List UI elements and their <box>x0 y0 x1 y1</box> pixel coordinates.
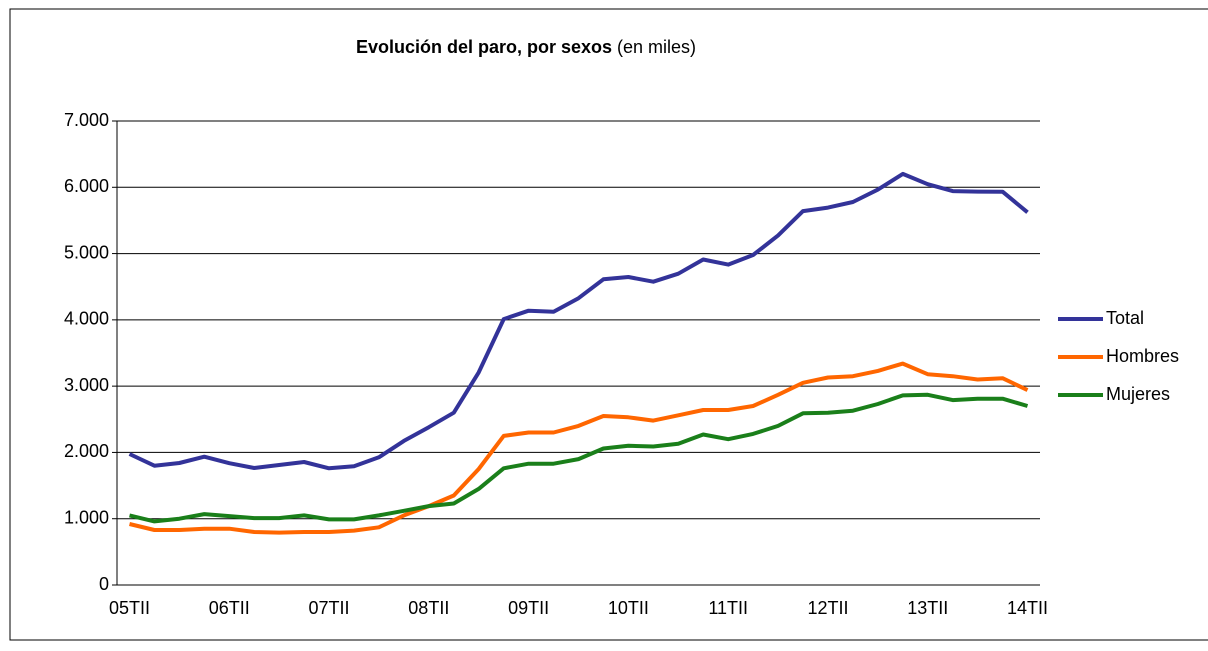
y-tick-label: 0 <box>99 574 109 594</box>
y-tick-label: 1.000 <box>64 507 109 527</box>
y-tick-label: 7.000 <box>64 110 109 130</box>
legend-label: Total <box>1106 308 1144 328</box>
line-series <box>128 171 1029 471</box>
x-tick-label: 13TII <box>907 598 948 618</box>
x-tick-label: 05TII <box>109 598 150 618</box>
x-tick-label: 11TII <box>708 598 748 618</box>
line-series <box>129 392 1029 524</box>
line-series <box>129 361 1029 535</box>
y-tick-label: 3.000 <box>64 375 109 395</box>
x-tick-label: 09TII <box>508 598 549 618</box>
chart-border <box>9 8 1208 641</box>
y-tick-label: 6.000 <box>64 176 109 196</box>
chart-title: Evolución del paro, por sexos <box>356 37 612 57</box>
chart-subtitle: (en miles) <box>617 37 696 57</box>
y-tick-label: 4.000 <box>64 309 109 329</box>
x-tick-label: 08TII <box>408 598 449 618</box>
x-tick-label: 07TII <box>309 598 350 618</box>
x-tick-label: 06TII <box>209 598 250 618</box>
x-tick-label: 10TII <box>608 598 649 618</box>
legend-label: Mujeres <box>1106 384 1170 404</box>
x-tick-label: 14TII <box>1007 598 1048 618</box>
x-tick-label: 12TII <box>807 598 848 618</box>
legend-label: Hombres <box>1106 346 1179 366</box>
y-tick-label: 5.000 <box>64 242 109 262</box>
y-tick-label: 2.000 <box>64 441 109 461</box>
